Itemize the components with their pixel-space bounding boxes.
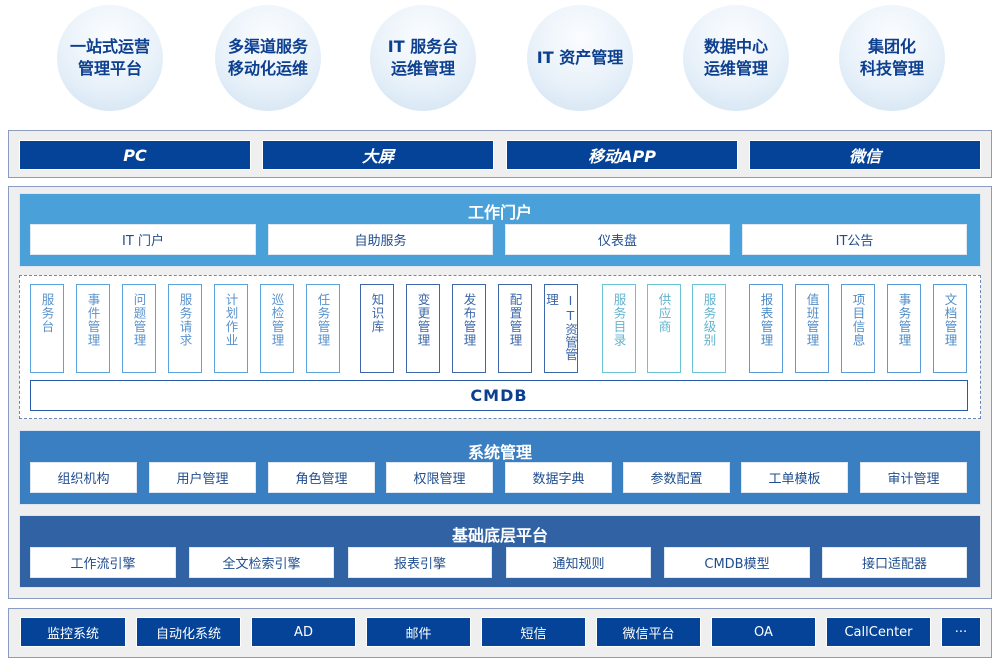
cmdb-bar: CMDB: [30, 380, 968, 411]
portal-item: IT 门户: [30, 224, 256, 255]
integration-item: 监控系统: [20, 617, 126, 647]
channel-screen: 大屏: [262, 140, 494, 170]
integration-item: 邮件: [366, 617, 471, 647]
integration-item: CallCenter: [826, 617, 931, 647]
module-box: IT资管管理: [544, 284, 578, 373]
portal-item: IT公告: [742, 224, 967, 255]
module-box: 变更管理: [406, 284, 440, 373]
goal-circle: 一站式运营 管理平台: [57, 5, 163, 111]
system-title: 系统管理: [467, 443, 532, 462]
module-box: 配置管理: [498, 284, 532, 373]
system-item: 组织机构: [30, 462, 137, 493]
module-box: 发布管理: [452, 284, 486, 373]
goal-circle: IT 服务台 运维管理: [370, 5, 476, 111]
module-box: 服务级别: [692, 284, 726, 373]
integration-item: 自动化系统: [136, 617, 241, 647]
goal-circle: 集团化 科技管理: [839, 5, 945, 111]
integration-item: 微信平台: [596, 617, 701, 647]
base-item: 全文检索引擎: [189, 547, 334, 578]
base-item: 接口适配器: [822, 547, 967, 578]
channel-pc: PC: [19, 140, 251, 170]
module-box: 项目信息: [841, 284, 875, 373]
system-item: 角色管理: [268, 462, 375, 493]
module-box: 问题管理: [122, 284, 156, 373]
system-item: 用户管理: [149, 462, 256, 493]
channel-app: 移动APP: [506, 140, 738, 170]
goal-circle: 多渠道服务 移动化运维: [215, 5, 321, 111]
module-box: 巡检管理: [260, 284, 294, 373]
module-box: 供应商: [647, 284, 681, 373]
base-item: CMDB模型: [664, 547, 810, 578]
base-item: 工作流引擎: [30, 547, 176, 578]
base-item: 通知规则: [506, 547, 651, 578]
module-box: 文档管理: [933, 284, 967, 373]
system-item: 权限管理: [386, 462, 493, 493]
module-box: 事件管理: [76, 284, 110, 373]
portal-item: 自助服务: [268, 224, 493, 255]
system-item: 审计管理: [860, 462, 967, 493]
channel-wechat: 微信: [749, 140, 981, 170]
base-band: 基础底层平台: [19, 515, 981, 588]
integration-more: ···: [941, 617, 981, 647]
module-box: 任务管理: [306, 284, 340, 373]
integration-item: 短信: [481, 617, 586, 647]
module-box: 知识库: [360, 284, 394, 373]
system-item: 数据字典: [505, 462, 612, 493]
integration-item: AD: [251, 617, 356, 647]
module-box: 服务请求: [168, 284, 202, 373]
module-box: 报表管理: [749, 284, 783, 373]
integration-item: OA: [711, 617, 816, 647]
portal-title: 工作门户: [467, 203, 532, 222]
portal-item: 仪表盘: [505, 224, 730, 255]
module-box: 服务台: [30, 284, 64, 373]
system-item: 工单模板: [741, 462, 848, 493]
base-item: 报表引擎: [348, 547, 492, 578]
base-title: 基础底层平台: [451, 526, 548, 545]
module-box: 值班管理: [795, 284, 829, 373]
module-box: 服务目录: [602, 284, 636, 373]
system-item: 参数配置: [623, 462, 730, 493]
module-box: 事务管理: [887, 284, 921, 373]
goal-circle: 数据中心 运维管理: [683, 5, 789, 111]
module-box: 计划作业: [214, 284, 248, 373]
goal-circle: IT 资产管理: [527, 5, 633, 111]
